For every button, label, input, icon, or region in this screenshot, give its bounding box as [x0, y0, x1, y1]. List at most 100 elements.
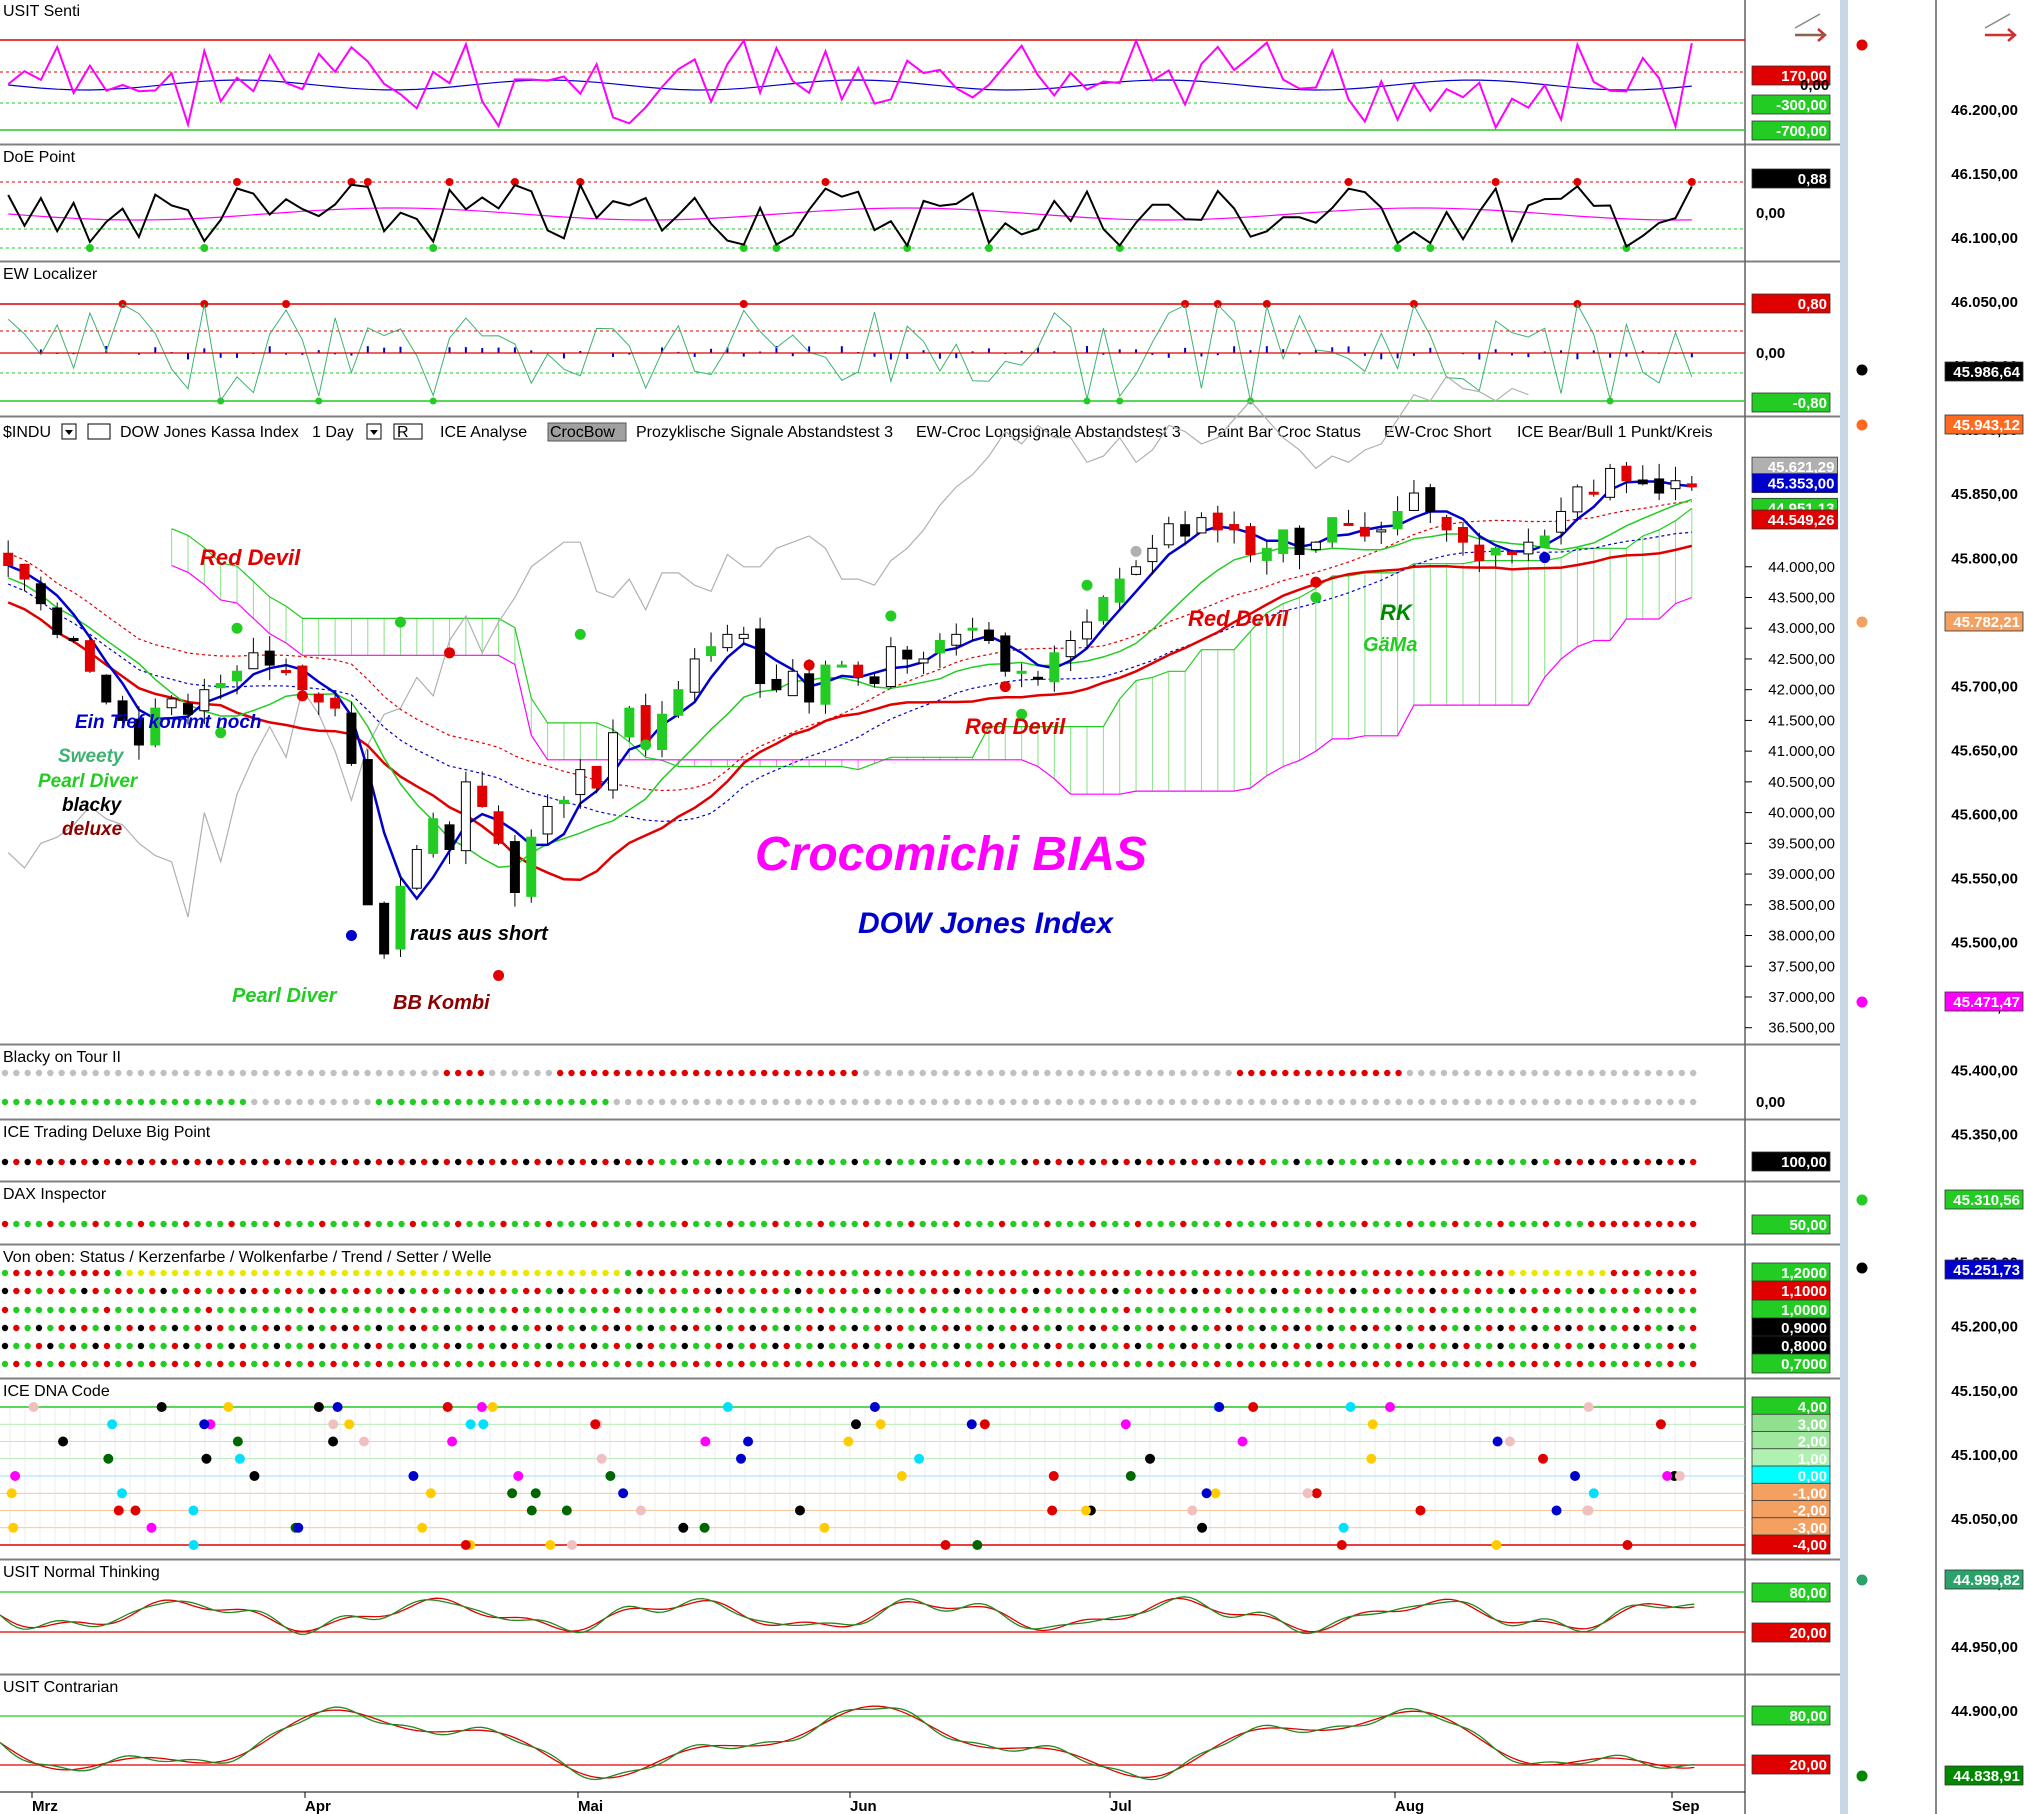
dot: [58, 1220, 65, 1228]
dot: [1474, 1306, 1482, 1314]
dot: [930, 1098, 938, 1106]
dot: [806, 1158, 813, 1166]
candle: [281, 670, 292, 674]
dot: [1236, 1306, 1244, 1314]
dot: [794, 1220, 802, 1228]
dot: [1440, 1360, 1448, 1368]
dot: [1633, 1220, 1640, 1228]
dot: [1440, 1306, 1448, 1314]
candle: [297, 665, 308, 691]
dot: [1361, 1324, 1368, 1332]
dot: [455, 1306, 462, 1314]
dot: [1055, 1342, 1062, 1350]
dot: [319, 1306, 326, 1314]
dot: [194, 1306, 201, 1314]
doe-green-dot: [429, 244, 438, 252]
dot: [1667, 1324, 1674, 1332]
right-badge: 44.999,82: [1944, 1569, 2024, 1590]
dot: [556, 1069, 564, 1077]
dot: [896, 1342, 904, 1350]
dot: [862, 1287, 870, 1295]
dna-dot: [28, 1402, 39, 1412]
dot: [364, 1360, 371, 1368]
panel-label-dax_inspector: DAX Inspector: [3, 1186, 107, 1203]
dna-dot: [1338, 1522, 1349, 1533]
dot: [670, 1342, 677, 1350]
dot: [885, 1098, 892, 1106]
toolbar-item-bg[interactable]: [547, 422, 627, 442]
badge-bg: [1944, 1259, 2024, 1280]
dot: [613, 1269, 621, 1277]
doe-red-dot: [1344, 178, 1353, 186]
dot: [296, 1098, 303, 1106]
candle: [1605, 467, 1616, 498]
dot: [1293, 1098, 1300, 1106]
dot: [1168, 1269, 1176, 1277]
dot: [1418, 1069, 1425, 1077]
x-month-label: Jul: [1110, 1798, 1132, 1814]
dna-dot: [417, 1522, 428, 1533]
list-button[interactable]: [87, 423, 111, 440]
dot: [137, 1287, 145, 1295]
dot: [205, 1306, 213, 1314]
dot: [1655, 1098, 1663, 1106]
dot: [455, 1287, 462, 1295]
dot: [262, 1360, 269, 1368]
candle: [902, 649, 913, 660]
dot: [443, 1220, 451, 1228]
main-y-tick: 39.000,00: [1768, 866, 1835, 883]
dot: [964, 1158, 972, 1166]
dot: [1633, 1069, 1640, 1077]
dot: [1689, 1324, 1697, 1332]
dot: [851, 1269, 858, 1277]
dot: [1474, 1220, 1482, 1228]
dot: [217, 1324, 224, 1332]
dna-dot: [1145, 1453, 1156, 1464]
dot: [511, 1360, 519, 1368]
dot: [1610, 1069, 1618, 1077]
chart-annotation: blacky: [62, 795, 123, 816]
dot: [488, 1069, 496, 1077]
dot: [1304, 1324, 1312, 1332]
dot: [862, 1324, 870, 1332]
dot: [908, 1360, 915, 1368]
dot: [330, 1220, 337, 1228]
dot: [568, 1220, 575, 1228]
dot: [58, 1306, 65, 1314]
dot: [1508, 1287, 1516, 1295]
dna-dot: [914, 1453, 925, 1464]
doe-red-dot: [510, 178, 519, 186]
dot: [183, 1360, 190, 1368]
dot: [1678, 1306, 1686, 1314]
dot: [874, 1306, 881, 1314]
swap-arrows-icon-right[interactable]: [1984, 13, 2017, 42]
dot: [1259, 1360, 1266, 1368]
dot: [1146, 1324, 1153, 1332]
dot: [364, 1098, 371, 1106]
dot: [1486, 1098, 1493, 1106]
dot: [1236, 1069, 1244, 1077]
dot: [432, 1069, 439, 1077]
dot: [69, 1269, 77, 1277]
dot: [976, 1069, 983, 1077]
dot: [1112, 1069, 1119, 1077]
dot: [1236, 1098, 1244, 1106]
badge-text: -4,00: [1793, 1537, 1827, 1554]
dot: [828, 1360, 836, 1368]
dot: [1168, 1324, 1176, 1332]
dot: [1576, 1220, 1584, 1228]
swap-arrows-icon[interactable]: [1794, 13, 1827, 42]
dot: [1338, 1287, 1346, 1295]
dot: [1316, 1098, 1323, 1106]
dot: [590, 1306, 598, 1314]
dot: [1248, 1287, 1255, 1295]
dot: [1157, 1342, 1164, 1350]
dot: [806, 1220, 813, 1228]
dot: [522, 1360, 530, 1368]
r-button[interactable]: [393, 423, 423, 440]
dot: [1044, 1360, 1051, 1368]
dot: [908, 1342, 915, 1350]
vertical-scrollbar[interactable]: [1840, 0, 1848, 1814]
signal-dot: [394, 616, 406, 628]
